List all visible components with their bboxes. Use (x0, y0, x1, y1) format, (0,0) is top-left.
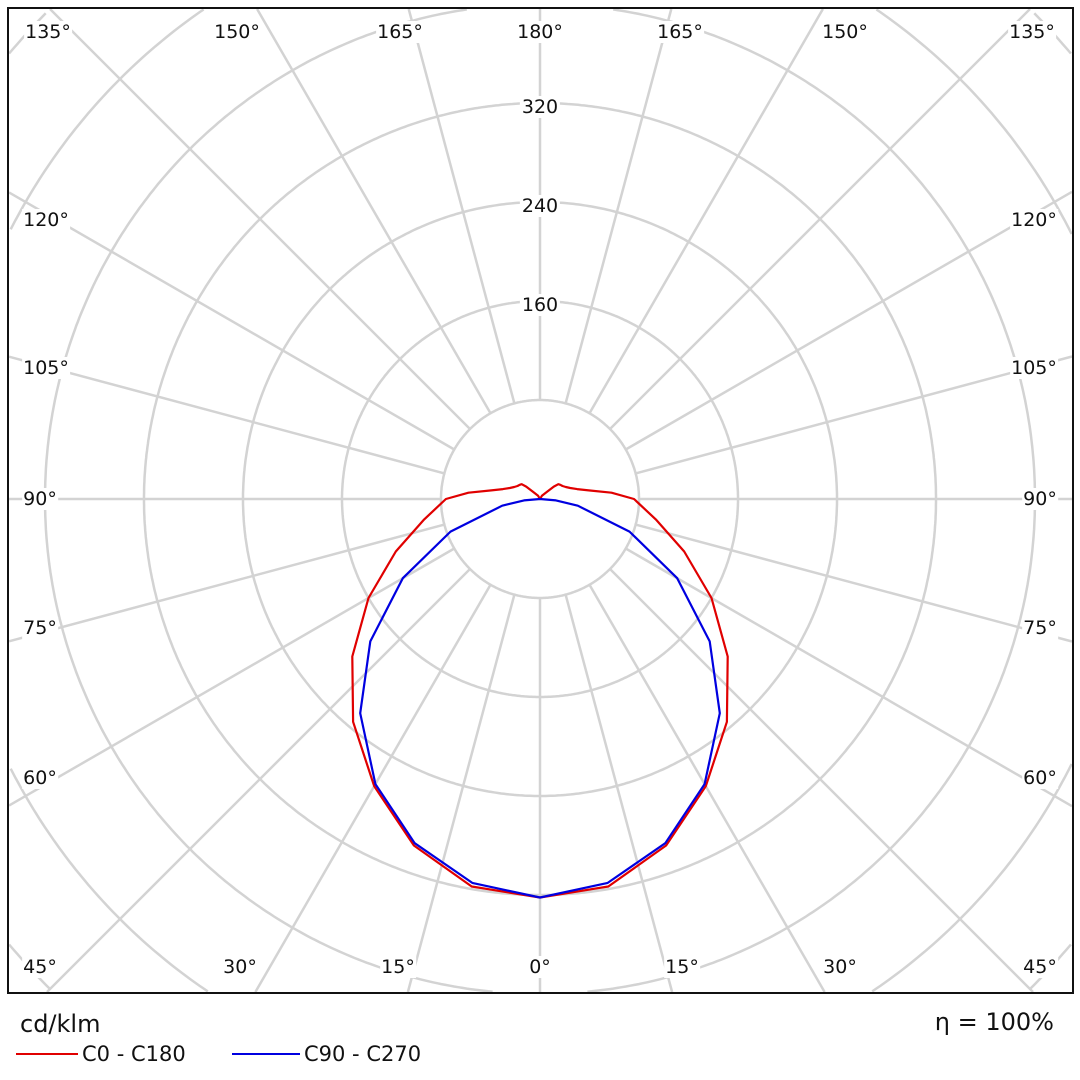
angle-label: 15° (664, 956, 700, 978)
grid-spoke (8, 191, 455, 451)
grid-spoke (8, 523, 445, 643)
angle-label: 75° (22, 617, 58, 639)
angle-label: 0° (528, 956, 552, 978)
grid-spoke (46, 568, 471, 993)
angle-label: 165° (376, 21, 424, 43)
unit-label: cd/klm (20, 1010, 101, 1038)
plot-frame (7, 7, 1074, 994)
grid-spoke (625, 547, 1073, 808)
grid-ring (9, 768, 209, 993)
angle-label: 60° (22, 767, 58, 789)
radial-tick-label: 320 (519, 96, 561, 118)
series-line-c90-c270 (359, 497, 721, 899)
angle-label: 75° (1022, 617, 1058, 639)
legend-label: C0 - C180 (82, 1042, 186, 1066)
grid-spoke (8, 547, 455, 807)
grid-spoke (564, 594, 674, 993)
grid-spoke (256, 8, 492, 414)
angle-label: 45° (1022, 956, 1058, 978)
angle-label: 30° (222, 956, 258, 978)
angle-label: 180° (516, 21, 564, 43)
curves (351, 483, 729, 899)
grid-ring (43, 8, 493, 993)
efficiency-label: η = 100% (934, 1008, 1054, 1036)
angle-label: 165° (656, 21, 704, 43)
angle-label: 30° (822, 956, 858, 978)
grid-spoke (8, 355, 445, 475)
grid-spoke (635, 523, 1073, 643)
grid-spoke (625, 190, 1073, 451)
grid-ring (871, 763, 1073, 993)
angle-label: 135° (1008, 21, 1056, 43)
grid-spoke (564, 8, 673, 404)
grid-spoke (406, 594, 516, 993)
angle-label: 90° (22, 488, 58, 510)
radial-tick-label: 160 (519, 294, 561, 316)
grid-spoke (635, 355, 1073, 475)
legend-swatch (232, 1053, 300, 1055)
legend-item-c0-c180: C0 - C180 (16, 1042, 186, 1066)
grid-spoke (254, 584, 492, 993)
angle-label: 60° (1022, 767, 1058, 789)
angle-label: 135° (24, 21, 72, 43)
legend-item-c90-c270: C90 - C270 (232, 1042, 421, 1066)
legend-swatch (16, 1053, 78, 1055)
grid-ring (875, 8, 1073, 235)
grid-ring (612, 8, 1037, 499)
angle-label: 105° (1010, 357, 1058, 379)
radial-tick-label: 240 (519, 195, 561, 217)
angle-label: 45° (22, 956, 58, 978)
grid-spoke (609, 8, 1031, 430)
grid-ring (9, 8, 205, 230)
grid-spoke (49, 8, 471, 430)
grid-spoke (588, 8, 824, 414)
legend-label: C90 - C270 (304, 1042, 422, 1066)
angle-label: 15° (380, 956, 416, 978)
grid-spoke (609, 568, 1034, 993)
angle-label: 90° (1022, 488, 1058, 510)
angle-label: 120° (1010, 209, 1058, 231)
grid-spoke (407, 8, 516, 404)
grid-spoke (588, 584, 826, 993)
angle-label: 150° (213, 21, 261, 43)
angle-label: 105° (22, 357, 70, 379)
grid-ring (587, 499, 1037, 993)
angle-label: 120° (22, 209, 70, 231)
angle-label: 150° (821, 21, 869, 43)
grid (8, 8, 1073, 993)
